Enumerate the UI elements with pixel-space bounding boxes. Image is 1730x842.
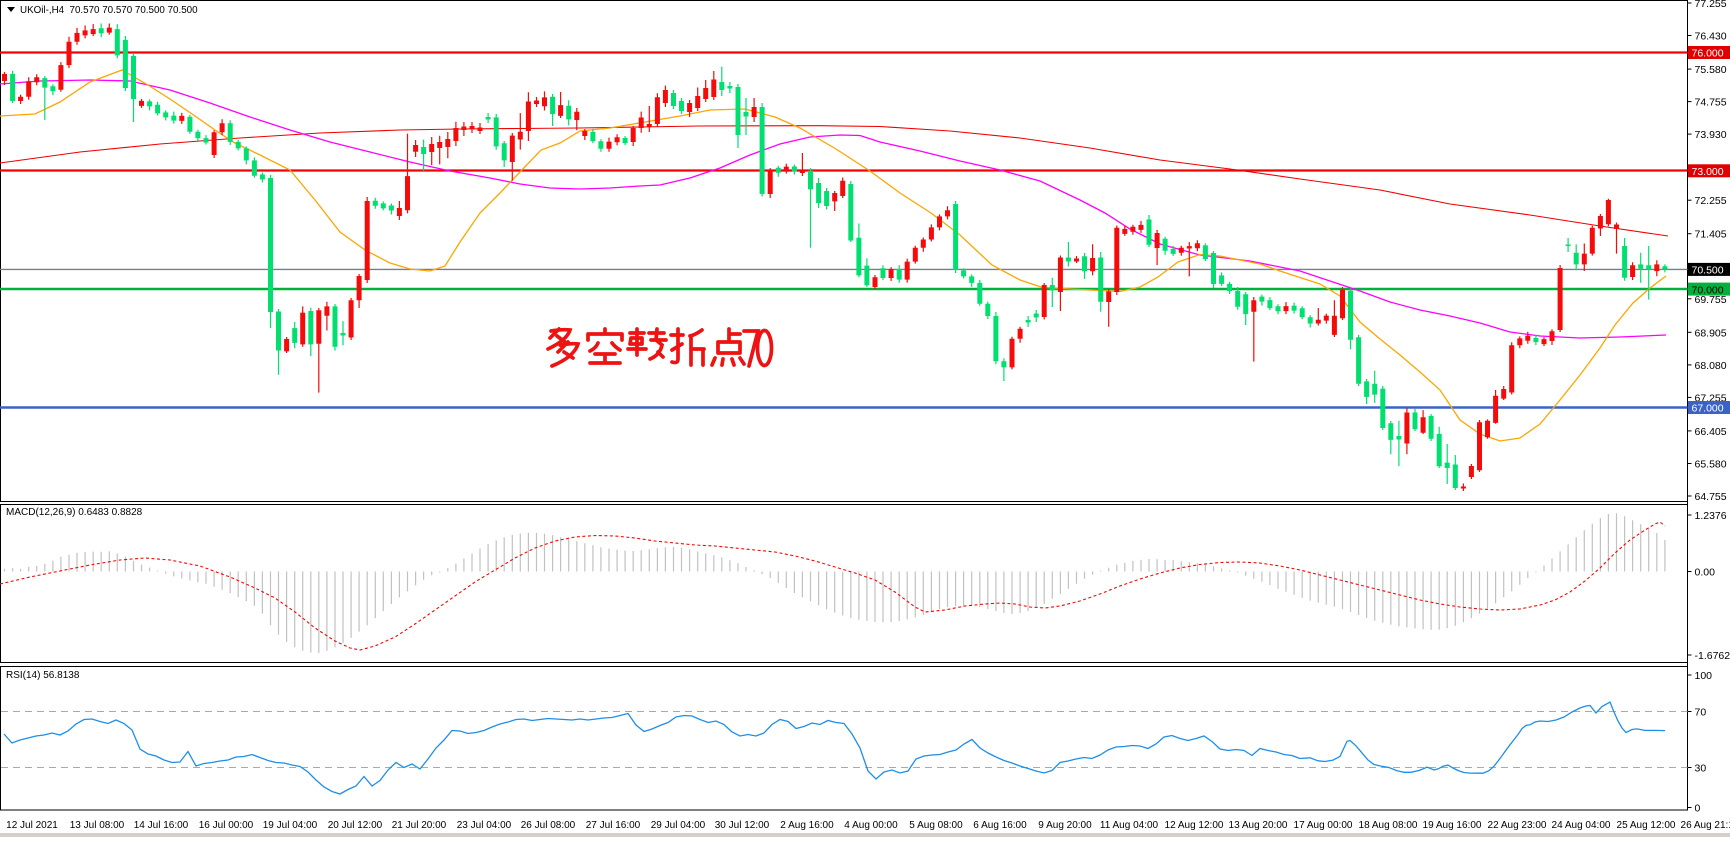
svg-text:30: 30 xyxy=(1695,763,1707,775)
svg-text:0.00: 0.00 xyxy=(1695,567,1716,579)
svg-text:73.000: 73.000 xyxy=(1692,166,1724,178)
svg-text:68.905: 68.905 xyxy=(1695,327,1727,339)
svg-text:67.000: 67.000 xyxy=(1692,403,1724,415)
svg-text:24 Aug 04:00: 24 Aug 04:00 xyxy=(1552,820,1611,831)
svg-text:65.580: 65.580 xyxy=(1695,459,1727,471)
svg-text:25 Aug 12:00: 25 Aug 12:00 xyxy=(1617,820,1676,831)
svg-text:12 Aug 12:00: 12 Aug 12:00 xyxy=(1165,820,1224,831)
svg-text:5 Aug 08:00: 5 Aug 08:00 xyxy=(909,820,963,831)
svg-text:13 Aug 20:00: 13 Aug 20:00 xyxy=(1229,820,1288,831)
svg-text:RSI(14) 56.8138: RSI(14) 56.8138 xyxy=(6,670,80,681)
svg-text:19 Aug 16:00: 19 Aug 16:00 xyxy=(1423,820,1482,831)
svg-text:21 Jul 20:00: 21 Jul 20:00 xyxy=(392,820,447,831)
svg-text:20 Jul 12:00: 20 Jul 12:00 xyxy=(328,820,383,831)
svg-text:68.080: 68.080 xyxy=(1695,360,1727,372)
svg-text:11 Aug 04:00: 11 Aug 04:00 xyxy=(1100,820,1159,831)
svg-text:77.255: 77.255 xyxy=(1695,0,1727,10)
svg-text:1.2376: 1.2376 xyxy=(1695,510,1727,522)
svg-text:14 Jul 16:00: 14 Jul 16:00 xyxy=(134,820,189,831)
svg-text:30 Jul 12:00: 30 Jul 12:00 xyxy=(715,820,770,831)
svg-text:26 Aug 21:15: 26 Aug 21:15 xyxy=(1681,820,1730,831)
svg-text:17 Aug 00:00: 17 Aug 00:00 xyxy=(1294,820,1353,831)
svg-text:16 Jul 00:00: 16 Jul 00:00 xyxy=(199,820,254,831)
svg-text:2 Aug 16:00: 2 Aug 16:00 xyxy=(780,820,834,831)
svg-text:29 Jul 04:00: 29 Jul 04:00 xyxy=(651,820,706,831)
svg-text:76.000: 76.000 xyxy=(1692,48,1724,60)
svg-text:64.755: 64.755 xyxy=(1695,491,1727,503)
svg-text:12 Jul 2021: 12 Jul 2021 xyxy=(6,820,58,831)
svg-text:26 Jul 08:00: 26 Jul 08:00 xyxy=(521,820,576,831)
svg-text:71.405: 71.405 xyxy=(1695,229,1727,241)
svg-text:70.000: 70.000 xyxy=(1692,284,1724,296)
svg-text:72.255: 72.255 xyxy=(1695,195,1727,207)
svg-text:76.430: 76.430 xyxy=(1695,31,1727,43)
svg-text:27 Jul 16:00: 27 Jul 16:00 xyxy=(586,820,641,831)
svg-text:4 Aug 00:00: 4 Aug 00:00 xyxy=(844,820,898,831)
svg-text:73.930: 73.930 xyxy=(1695,129,1727,141)
svg-text:22 Aug 23:00: 22 Aug 23:00 xyxy=(1488,820,1547,831)
svg-text:-1.6762: -1.6762 xyxy=(1695,650,1730,662)
svg-text:MACD(12,26,9) 0.6483 0.8828: MACD(12,26,9) 0.6483 0.8828 xyxy=(6,507,143,518)
svg-text:74.755: 74.755 xyxy=(1695,97,1727,109)
svg-text:6 Aug 16:00: 6 Aug 16:00 xyxy=(973,820,1027,831)
svg-text:70.500: 70.500 xyxy=(1692,265,1724,277)
svg-text:UKOil-,H4 70.570 70.570 70.50: UKOil-,H4 70.570 70.570 70.500 70.500 xyxy=(20,5,198,16)
svg-text:23 Jul 04:00: 23 Jul 04:00 xyxy=(457,820,512,831)
svg-text:0: 0 xyxy=(1695,803,1701,815)
svg-text:18 Aug 08:00: 18 Aug 08:00 xyxy=(1359,820,1418,831)
svg-text:70: 70 xyxy=(1695,707,1707,719)
svg-text:13 Jul 08:00: 13 Jul 08:00 xyxy=(70,820,125,831)
svg-text:75.580: 75.580 xyxy=(1695,64,1727,76)
svg-text:100: 100 xyxy=(1695,670,1713,682)
svg-text:66.405: 66.405 xyxy=(1695,426,1727,438)
svg-text:9 Aug 20:00: 9 Aug 20:00 xyxy=(1038,820,1092,831)
svg-text:19 Jul 04:00: 19 Jul 04:00 xyxy=(263,820,318,831)
